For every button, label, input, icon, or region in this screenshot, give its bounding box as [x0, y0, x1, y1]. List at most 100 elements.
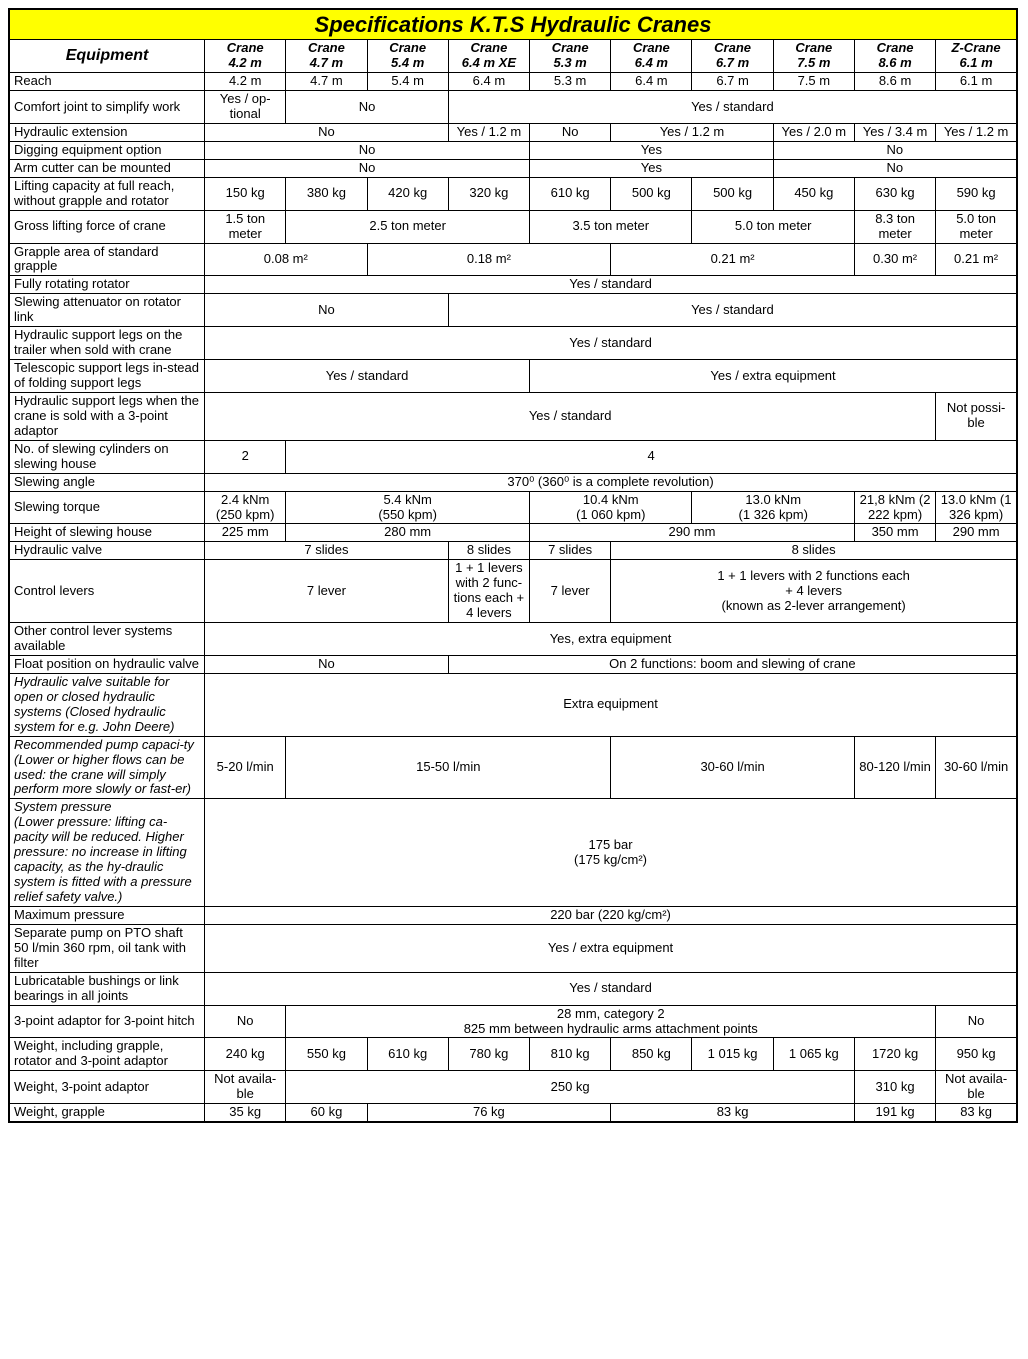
row-label-openclosed: Hydraulic valve suitable for open or clo… [9, 673, 205, 736]
cell-wtot-5: 850 kg [611, 1038, 692, 1071]
cell-gross-1: 2.5 ton meter [286, 210, 530, 243]
cell-valve-0: 7 slides [205, 542, 449, 560]
cell-legs3pt-0: Yes / standard [205, 392, 936, 440]
row-label-valve: Hydraulic valve [9, 542, 205, 560]
cell-wgr-1: 60 kg [286, 1104, 367, 1122]
row-label-digging: Digging equipment option [9, 141, 205, 159]
row-label-grapple: Grapple area of standard grapple [9, 243, 205, 276]
row-label-tele: Telescopic support legs in-stead of fold… [9, 360, 205, 393]
row-label-press: System pressure(Lower pressure: lifting … [9, 799, 205, 907]
cell-wtot-2: 610 kg [367, 1038, 448, 1071]
cell-angle-0: 370⁰ (360⁰ is a complete revolution) [205, 473, 1017, 491]
cell-height-3: 350 mm [854, 524, 935, 542]
cell-threept-2: No [936, 1005, 1017, 1038]
col-header-9: Z-Crane6.1 m [936, 40, 1017, 73]
cell-wtot-0: 240 kg [205, 1038, 286, 1071]
col-header-0: Crane4.2 m [205, 40, 286, 73]
cell-armcutter-1: Yes [530, 159, 774, 177]
cell-digging-1: Yes [530, 141, 774, 159]
cell-lift-5: 500 kg [611, 177, 692, 210]
cell-reach-2: 5.4 m [367, 73, 448, 91]
cell-hydext-5: Yes / 3.4 m [854, 123, 935, 141]
cell-wgr-5: 83 kg [936, 1104, 1017, 1122]
row-label-float: Float position on hydraulic valve [9, 655, 205, 673]
cell-reach-8: 8.6 m [854, 73, 935, 91]
cell-digging-2: No [773, 141, 1017, 159]
equipment-header: Equipment [9, 40, 205, 73]
cell-other-0: Yes, extra equipment [205, 623, 1017, 656]
cell-digging-0: No [205, 141, 530, 159]
cell-height-1: 280 mm [286, 524, 530, 542]
cell-gross-0: 1.5 ton meter [205, 210, 286, 243]
cell-atten-1: Yes / standard [448, 294, 1017, 327]
cell-lift-9: 590 kg [936, 177, 1017, 210]
row-label-pump: Recommended pump capaci-ty (Lower or hig… [9, 736, 205, 799]
cell-bush-0: Yes / standard [205, 972, 1017, 1005]
cell-valve-3: 8 slides [611, 542, 1017, 560]
cell-w3pt-2: 310 kg [854, 1071, 935, 1104]
col-header-4: Crane5.3 m [530, 40, 611, 73]
cell-reach-0: 4.2 m [205, 73, 286, 91]
cell-levers-1: 1 + 1 levers with 2 func-tions each + 4 … [448, 560, 529, 623]
cell-pump-3: 80-120 l/min [854, 736, 935, 799]
cell-torque-5: 13.0 kNm (1 326 kpm) [936, 491, 1017, 524]
cell-torque-3: 13.0 kNm(1 326 kpm) [692, 491, 854, 524]
row-label-height: Height of slewing house [9, 524, 205, 542]
row-label-reach: Reach [9, 73, 205, 91]
row-label-comfort: Comfort joint to simplify work [9, 91, 205, 124]
cell-hydext-4: Yes / 2.0 m [773, 123, 854, 141]
cell-reach-9: 6.1 m [936, 73, 1017, 91]
cell-w3pt-1: 250 kg [286, 1071, 855, 1104]
cell-hydext-1: Yes / 1.2 m [448, 123, 529, 141]
col-header-6: Crane6.7 m [692, 40, 773, 73]
cell-height-2: 290 mm [530, 524, 855, 542]
cell-pump-0: 5-20 l/min [205, 736, 286, 799]
cell-torque-2: 10.4 kNm(1 060 kpm) [530, 491, 692, 524]
cell-armcutter-2: No [773, 159, 1017, 177]
row-label-armcutter: Arm cutter can be mounted [9, 159, 205, 177]
cell-wgr-4: 191 kg [854, 1104, 935, 1122]
cell-w3pt-3: Not availa-ble [936, 1071, 1017, 1104]
row-label-bush: Lubricatable bushings or link bearings i… [9, 972, 205, 1005]
cell-hydext-3: Yes / 1.2 m [611, 123, 773, 141]
row-label-maxpress: Maximum pressure [9, 906, 205, 924]
cell-gross-3: 5.0 ton meter [692, 210, 854, 243]
cell-wtot-1: 550 kg [286, 1038, 367, 1071]
cell-threept-0: No [205, 1005, 286, 1038]
row-label-wgr: Weight, grapple [9, 1104, 205, 1122]
row-label-cyls: No. of slewing cylinders on slewing hous… [9, 440, 205, 473]
row-label-levers: Control levers [9, 560, 205, 623]
row-label-threept: 3-point adaptor for 3-point hitch [9, 1005, 205, 1038]
cell-lift-2: 420 kg [367, 177, 448, 210]
row-label-wtot: Weight, including grapple, rotator and 3… [9, 1038, 205, 1071]
cell-legs-0: Yes / standard [205, 327, 1017, 360]
cell-tele-0: Yes / standard [205, 360, 530, 393]
cell-legs3pt-1: Not possi-ble [936, 392, 1017, 440]
row-label-w3pt: Weight, 3-point adaptor [9, 1071, 205, 1104]
cell-height-0: 225 mm [205, 524, 286, 542]
row-label-atten: Slewing attenuator on rotator link [9, 294, 205, 327]
cell-reach-6: 6.7 m [692, 73, 773, 91]
col-header-2: Crane5.4 m [367, 40, 448, 73]
cell-comfort-1: No [286, 91, 448, 124]
cell-lift-0: 150 kg [205, 177, 286, 210]
cell-tele-1: Yes / extra equipment [530, 360, 1017, 393]
cell-torque-0: 2.4 kNm (250 kpm) [205, 491, 286, 524]
cell-wgr-0: 35 kg [205, 1104, 286, 1122]
cell-hydext-6: Yes / 1.2 m [936, 123, 1017, 141]
table-title: Specifications K.T.S Hydraulic Cranes [9, 9, 1017, 40]
cell-lift-4: 610 kg [530, 177, 611, 210]
cell-valve-2: 7 slides [530, 542, 611, 560]
cell-grapple-2: 0.21 m² [611, 243, 855, 276]
cell-torque-4: 21,8 kNm (2 222 kpm) [854, 491, 935, 524]
cell-wtot-4: 810 kg [530, 1038, 611, 1071]
row-label-lift: Lifting capacity at full reach, without … [9, 177, 205, 210]
cell-height-4: 290 mm [936, 524, 1017, 542]
spec-table: Specifications K.T.S Hydraulic CranesEqu… [8, 8, 1018, 1123]
cell-threept-1: 28 mm, category 2825 mm between hydrauli… [286, 1005, 936, 1038]
cell-pump-1: 15-50 l/min [286, 736, 611, 799]
cell-cyls-0: 2 [205, 440, 286, 473]
row-label-hydext: Hydraulic extension [9, 123, 205, 141]
cell-levers-2: 7 lever [530, 560, 611, 623]
cell-reach-5: 6.4 m [611, 73, 692, 91]
